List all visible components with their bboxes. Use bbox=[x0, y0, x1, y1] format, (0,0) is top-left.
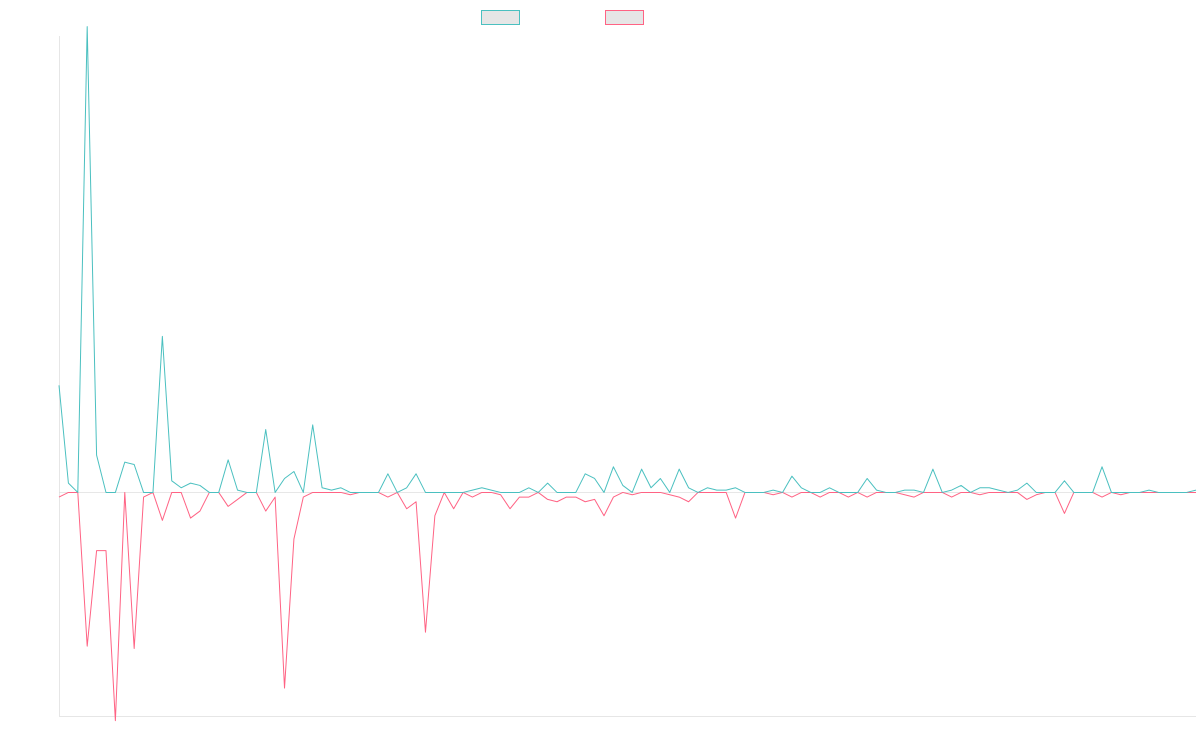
series-line-1 bbox=[58, 26, 1197, 493]
legend-swatch-series-2[interactable] bbox=[605, 10, 644, 25]
legend-swatch-series-1[interactable] bbox=[481, 10, 520, 25]
series-line-2 bbox=[58, 491, 1196, 722]
